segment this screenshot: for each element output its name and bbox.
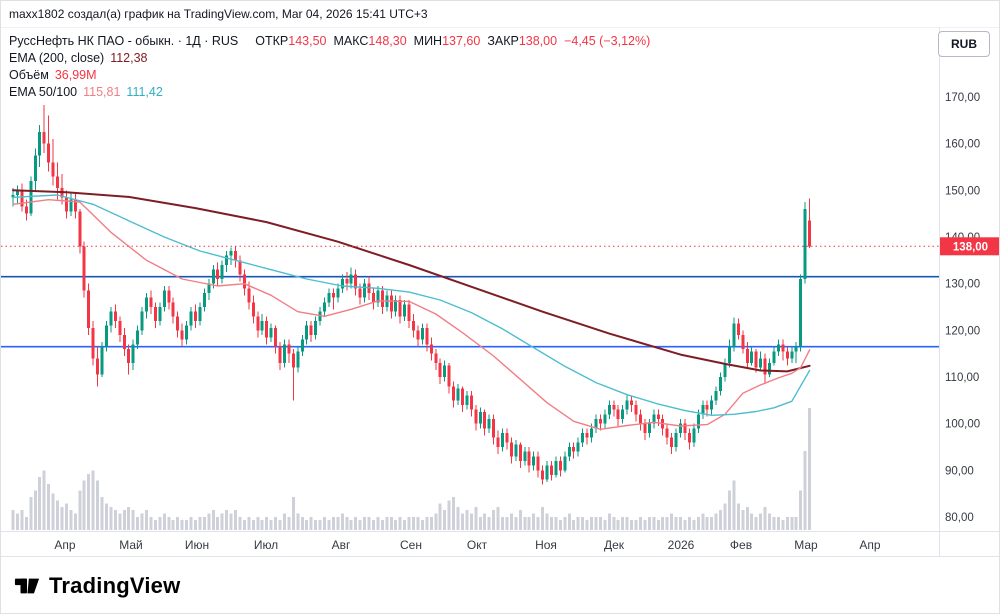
candles xyxy=(11,104,812,485)
volume-label[interactable]: Объём xyxy=(9,68,49,82)
price-tick-label: 80,00 xyxy=(945,512,974,524)
ema200-line[interactable] xyxy=(12,189,811,373)
ema200-row: EMA (200, close) 112,38 xyxy=(9,50,650,67)
time-tick-label: Авг xyxy=(332,538,351,552)
chart-legend: РуссНефть НК ПАО - обыкн. · 1Д · RUS ОТК… xyxy=(9,33,650,101)
time-tick-label: Окт xyxy=(467,538,488,552)
time-tick-label: Май xyxy=(119,538,143,552)
volume-row: Объём 36,99M xyxy=(9,67,650,84)
time-tick-label: Апр xyxy=(54,538,76,552)
footer-bar: TradingView xyxy=(1,557,999,613)
time-tick-label: Сен xyxy=(400,538,422,552)
price-tick-label: 130,00 xyxy=(945,279,980,291)
price-tick-label: 90,00 xyxy=(945,465,974,477)
last-price-badge xyxy=(940,237,999,256)
price-tick-label: 110,00 xyxy=(945,372,979,384)
ohlc-open: ОТКР143,50 xyxy=(255,34,327,48)
ema50-line[interactable] xyxy=(12,199,811,430)
change-value: −4,45 (−3,12%) xyxy=(564,34,651,48)
currency-toggle-button[interactable]: RUB xyxy=(938,31,990,57)
time-tick-label: Апр xyxy=(859,538,881,552)
top-bar: maxx1802 создал(а) график на TradingView… xyxy=(1,1,999,28)
price-chart[interactable]: 170,00160,00150,00140,00130,00120,00110,… xyxy=(1,27,1000,557)
ema50-value: 115,81 xyxy=(83,85,121,99)
ema50100-label[interactable]: EMA 50/100 xyxy=(9,85,78,99)
tradingview-logo-icon[interactable] xyxy=(14,573,40,599)
time-tick-label: 2026 xyxy=(668,538,695,552)
ema200-label[interactable]: EMA (200, close) xyxy=(9,51,105,65)
time-tick-label: Июн xyxy=(185,538,209,552)
symbol-row: РуссНефть НК ПАО - обыкн. · 1Д · RUS ОТК… xyxy=(9,33,650,50)
volume-bars xyxy=(11,408,812,530)
price-axis[interactable]: 170,00160,00150,00140,00130,00120,00110,… xyxy=(945,92,980,524)
ohlc-low: МИН137,60 xyxy=(413,34,481,48)
ema100-value: 111,42 xyxy=(126,85,163,99)
ema50100-row: EMA 50/100 115,81 111,42 xyxy=(9,84,650,101)
volume-value: 36,99M xyxy=(54,68,97,82)
tradingview-wordmark[interactable]: TradingView xyxy=(49,573,181,598)
time-tick-label: Мар xyxy=(794,538,818,552)
time-tick-label: Июл xyxy=(254,538,278,552)
price-tick-label: 100,00 xyxy=(945,419,980,431)
ohlc-close: ЗАКР138,00 xyxy=(487,34,558,48)
time-axis[interactable]: Апр Май Июн Июл Авг Сен Окт Ноя Дек 2026 Фев Мар Апр xyxy=(54,538,881,552)
price-tick-label: 150,00 xyxy=(945,185,980,197)
price-tick-label: 120,00 xyxy=(945,325,980,337)
ohlc-high: МАКС148,30 xyxy=(333,34,407,48)
symbol-title[interactable]: РуссНефть НК ПАО - обыкн. · 1Д · RUS xyxy=(9,34,239,48)
snapshot-attribution-text: maxx1802 создал(а) график на TradingView… xyxy=(9,7,428,21)
price-tick-label: 160,00 xyxy=(945,139,980,151)
time-tick-label: Дек xyxy=(604,538,625,552)
time-tick-label: Ноя xyxy=(535,538,557,552)
time-tick-label: Фев xyxy=(730,538,752,552)
last-price-badge-value: 138,00 xyxy=(953,241,988,253)
ema200-value: 112,38 xyxy=(110,51,148,65)
price-tick-label: 170,00 xyxy=(945,92,980,104)
ema100-line[interactable] xyxy=(12,194,811,416)
